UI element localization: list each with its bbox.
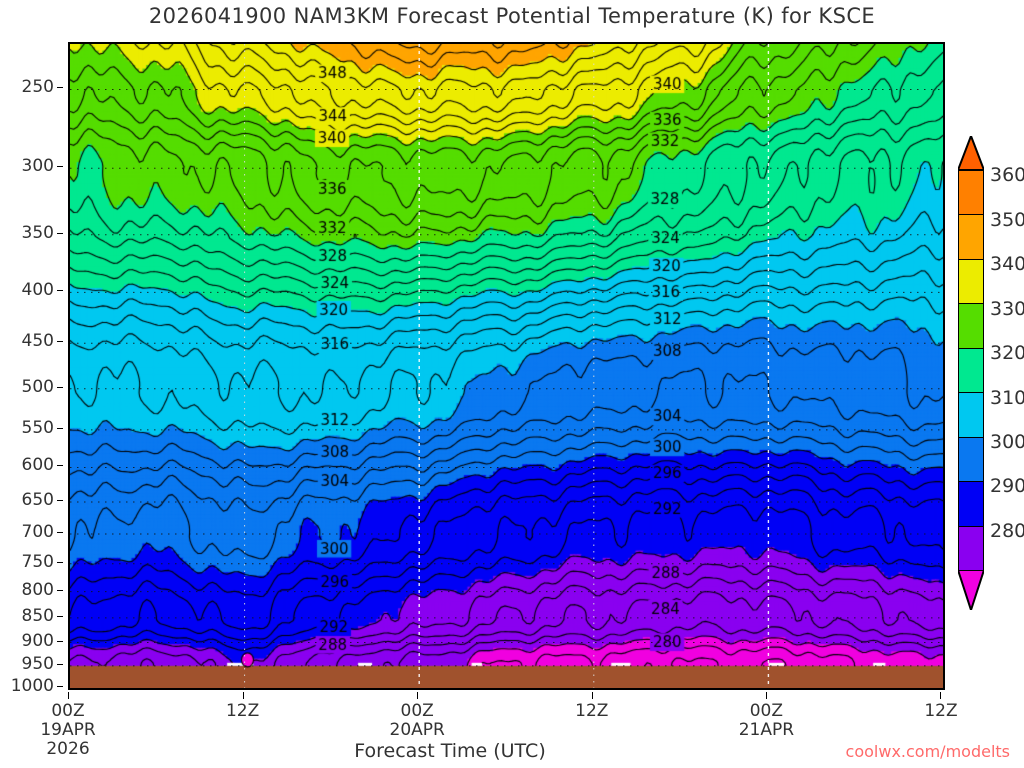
y-axis-tick xyxy=(57,500,63,502)
y-axis-tick-label: 350 xyxy=(21,222,54,243)
colorbar-tick-label: 360 xyxy=(990,164,1024,187)
colorbar-tick-label: 350 xyxy=(990,208,1024,231)
colorbar-tick-label: 340 xyxy=(990,253,1024,276)
y-axis-tick-label: 750 xyxy=(21,551,54,572)
colorbar-band xyxy=(958,303,984,348)
colorbar-band xyxy=(958,392,984,437)
x-axis-tick-label: 00Z 21APR xyxy=(738,701,795,740)
y-axis-tick xyxy=(57,532,63,533)
x-axis-title: Forecast Time (UTC) xyxy=(354,740,546,762)
y-axis-tick-label: 900 xyxy=(21,630,54,651)
y-axis-tick-label: 1000 xyxy=(10,676,54,696)
x-axis-tick-label: 00Z 19APR 2026 xyxy=(40,701,96,759)
x-axis-tick xyxy=(242,692,244,699)
y-axis-tick xyxy=(57,465,63,467)
y-axis-tick xyxy=(57,561,63,563)
x-axis-tick-label: 12Z xyxy=(575,701,609,721)
y-axis-tick xyxy=(57,640,63,642)
colorbar-band xyxy=(958,436,984,482)
y-axis-tick-label: 600 xyxy=(21,455,54,476)
x-axis-tick xyxy=(417,692,419,699)
colorbar-tick-label: 330 xyxy=(990,297,1024,320)
y-axis-tick-label: 400 xyxy=(21,280,54,301)
y-axis-tick-label: 650 xyxy=(21,490,54,511)
colorbar: 360 350 340 330 320 310 300 290 280 xyxy=(956,133,1024,614)
x-axis-tick-label: 12Z xyxy=(924,701,958,721)
x-axis: 00Z 19APR 2026 12Z 00Z 20APR 12Z 00Z 21APR 12Z xyxy=(40,692,958,762)
colorbar-band xyxy=(958,170,984,215)
contour-plot xyxy=(68,42,945,690)
y-axis-tick xyxy=(57,589,63,591)
y-axis-tick-label: 950 xyxy=(21,653,54,674)
y-axis-tick xyxy=(57,615,63,617)
y-axis-tick-label: 450 xyxy=(21,331,54,352)
colorbar-tick-label: 310 xyxy=(990,386,1024,409)
x-axis-tick-label: 00Z 20APR xyxy=(389,701,445,740)
y-axis-tick xyxy=(57,87,63,89)
y-axis-tick-label: 250 xyxy=(21,77,54,98)
colorbar-band xyxy=(958,525,984,570)
y-axis: 250 300 350 400 450 500 550 600 650 700 750 800 850 9… xyxy=(0,42,64,696)
colorbar-band xyxy=(958,481,984,526)
y-axis-tick xyxy=(57,663,63,665)
contour-canvas xyxy=(70,44,943,688)
colorbar-band xyxy=(958,214,984,259)
page-title: 2026041900 NAM3KM Forecast Potential Tem… xyxy=(148,4,876,28)
y-axis-tick xyxy=(57,686,63,687)
colorbar-under-arrow xyxy=(956,569,986,614)
y-axis-tick xyxy=(57,386,63,388)
y-axis-tick-label: 500 xyxy=(21,376,54,397)
x-axis-tick xyxy=(591,692,593,699)
x-axis-tick-label: 12Z xyxy=(225,701,260,721)
x-axis-tick xyxy=(940,692,941,699)
colorbar-band xyxy=(958,258,984,304)
x-axis-tick xyxy=(68,692,69,699)
y-axis-tick-label: 800 xyxy=(21,579,54,600)
watermark: coolwx.com/modelts xyxy=(845,742,1010,761)
y-axis-tick-label: 850 xyxy=(21,605,54,626)
y-axis-tick-label: 700 xyxy=(21,522,54,542)
y-axis-tick xyxy=(57,290,63,292)
colorbar-tick-label: 300 xyxy=(990,431,1024,453)
y-axis-tick-label: 550 xyxy=(21,417,54,438)
y-axis-tick xyxy=(57,341,63,343)
colorbar-tick-label: 290 xyxy=(990,475,1024,498)
colorbar-tick-label: 320 xyxy=(990,342,1024,365)
y-axis-tick xyxy=(57,232,63,234)
y-axis-tick xyxy=(57,166,63,168)
colorbar-tick-label: 280 xyxy=(990,519,1024,542)
y-axis-tick xyxy=(57,427,63,429)
colorbar-over-arrow xyxy=(956,133,986,171)
x-axis-tick xyxy=(766,692,768,699)
colorbar-band xyxy=(958,347,984,393)
y-axis-tick-label: 300 xyxy=(21,156,54,177)
